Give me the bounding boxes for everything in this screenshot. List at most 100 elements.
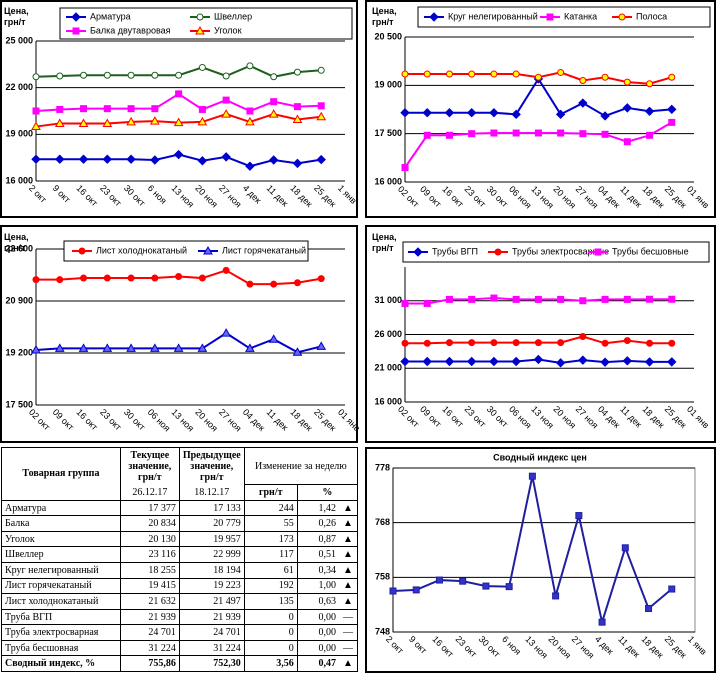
table-cell: 0,47	[296, 655, 339, 672]
header-cell: Текущее значение, грн/т	[119, 446, 180, 485]
data-point	[534, 129, 542, 137]
table-row: Сводный индекс, % 755,86 752,30 3,56 0,47 ▲	[1, 655, 358, 672]
legend-label: Полоса	[636, 11, 667, 21]
legend-marker	[546, 13, 554, 21]
data-point	[468, 339, 476, 347]
data-point	[557, 68, 565, 76]
y-tick-label: 748	[375, 626, 390, 636]
data-point	[401, 164, 409, 171]
data-point	[317, 66, 325, 74]
data-point	[579, 297, 587, 305]
data-point	[490, 339, 498, 347]
data-point	[78, 343, 89, 352]
data-point	[221, 109, 232, 118]
data-point	[459, 577, 467, 585]
data-point	[534, 73, 542, 81]
data-point	[466, 356, 477, 367]
table-row: Лист горячекатаный 19 415 19 223 192 1,00 ▲	[1, 577, 358, 595]
price-table: Товарная группа Текущее значение, грн/т …	[1, 446, 359, 672]
data-point	[598, 618, 606, 626]
legend	[417, 6, 711, 28]
legend-marker	[71, 12, 81, 22]
table-cell: 3,56	[243, 655, 298, 672]
data-point	[293, 279, 301, 287]
data-point	[102, 343, 113, 352]
table-cell: 117	[243, 546, 298, 564]
table-cell: —	[339, 639, 358, 657]
data-point	[173, 149, 184, 160]
data-point	[175, 71, 183, 79]
table-cell: 18 255	[119, 562, 180, 579]
data-point	[389, 587, 397, 595]
date-cell: 18.12.17	[178, 484, 245, 501]
data-point	[221, 328, 232, 337]
data-point	[490, 129, 498, 137]
data-point	[56, 276, 64, 284]
data-point	[667, 357, 677, 367]
table-cell: 0	[243, 639, 298, 657]
y-tick-label: 25 000	[5, 35, 33, 45]
data-point	[175, 273, 183, 281]
data-point	[445, 70, 453, 78]
table-row: Круг нелегированный 18 255 18 194 61 0,34 ▲	[1, 562, 358, 579]
table-row: Лист холоднокатаный 21 632 21 497 135 0,63 ▲	[1, 593, 358, 610]
data-point	[246, 62, 254, 70]
data-point	[534, 339, 542, 347]
data-point	[557, 129, 565, 137]
legend-marker	[203, 245, 213, 255]
y-tick-label: 16 000	[5, 175, 33, 185]
data-point	[623, 78, 631, 86]
data-point	[646, 295, 654, 303]
data-point	[489, 108, 499, 118]
table-cell: 18 194	[178, 562, 245, 579]
data-point	[444, 108, 455, 118]
data-point	[444, 356, 455, 367]
legend-marker	[429, 12, 439, 22]
data-point	[578, 355, 588, 365]
legend-marker	[195, 25, 205, 35]
table-cell: 17 377	[119, 499, 180, 517]
data-point	[126, 116, 136, 126]
table-cell: 0,00	[296, 639, 339, 657]
data-point	[198, 105, 206, 113]
table-cell: 0,63	[296, 593, 339, 610]
data-point	[646, 80, 654, 88]
legend-label: Трубы бесшовные	[612, 246, 689, 256]
data-point	[270, 98, 278, 106]
data-point	[668, 585, 676, 593]
date-cell: 26.12.17	[119, 484, 180, 501]
table-cell: 24 701	[119, 624, 180, 641]
data-point	[468, 70, 476, 78]
data-point	[292, 114, 303, 123]
table-cell: 31 224	[178, 639, 245, 657]
data-point	[445, 131, 453, 139]
data-point	[127, 71, 135, 79]
table-cell: 19 957	[178, 530, 245, 548]
table-cell: 61	[243, 562, 298, 579]
table-cell: ▲	[339, 562, 358, 579]
data-point	[31, 344, 41, 354]
data-point	[668, 339, 676, 347]
data-point	[246, 280, 254, 288]
table-cell: 21 939	[119, 608, 180, 626]
y-tick-label: 20 500	[374, 31, 402, 41]
data-point	[55, 154, 65, 164]
y-tick-label: 31 000	[374, 295, 402, 305]
table-cell: ▲	[339, 546, 358, 564]
table-cell: ▲	[339, 577, 358, 595]
data-point	[468, 295, 476, 303]
table-cell: ▲	[339, 655, 358, 672]
data-point	[601, 73, 609, 81]
table-cell: 0,87	[296, 530, 339, 548]
chart-frame	[0, 225, 358, 443]
y-tick-label: 19 200	[5, 347, 33, 357]
table-cell: 20 834	[119, 515, 180, 532]
legend-label: Лист горячекатаный	[222, 245, 306, 255]
table-cell: 0	[243, 624, 298, 641]
table-cell: 0,51	[296, 546, 339, 564]
data-point	[246, 107, 254, 115]
data-point	[445, 295, 453, 303]
table-cell: 22 999	[178, 546, 245, 564]
data-point	[600, 357, 610, 367]
table-cell: 19 415	[119, 577, 180, 595]
